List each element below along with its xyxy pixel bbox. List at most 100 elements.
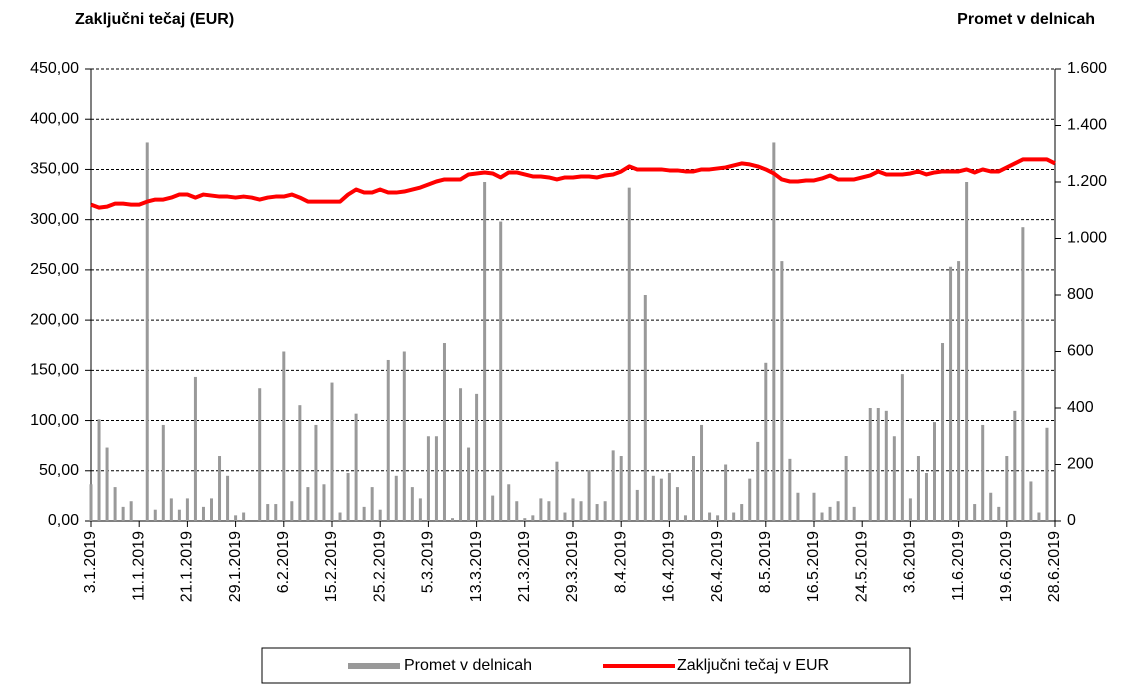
bar — [836, 501, 840, 521]
bar — [563, 512, 567, 521]
bar — [643, 295, 647, 521]
bar — [683, 515, 687, 521]
y2-tick-label: 0 — [1067, 512, 1076, 529]
bar — [121, 506, 125, 521]
bar — [290, 501, 294, 521]
bar — [499, 221, 503, 522]
bar — [700, 424, 704, 521]
bar — [410, 487, 414, 521]
bar — [210, 498, 213, 521]
y-axis-title: Zaključni tečaj (EUR) — [75, 11, 234, 28]
bar — [732, 512, 736, 521]
bar — [957, 261, 961, 521]
x-tick-label: 3.1.2019 — [82, 531, 99, 593]
y2-tick-label: 400 — [1067, 399, 1094, 416]
bar — [274, 504, 278, 521]
bar — [1045, 427, 1049, 521]
bar — [370, 487, 374, 521]
bar — [844, 456, 848, 521]
bar — [884, 410, 888, 521]
y2-tick-label: 1.000 — [1067, 230, 1107, 247]
bar — [338, 512, 342, 521]
y2-tick-label: 800 — [1067, 286, 1094, 303]
bar — [306, 487, 310, 521]
bar — [635, 489, 639, 521]
bar — [828, 506, 832, 521]
bar — [916, 456, 920, 521]
bar — [507, 484, 511, 521]
bar — [258, 388, 262, 521]
bar — [868, 408, 872, 521]
x-tick-label: 13.3.2019 — [468, 531, 485, 602]
bar — [949, 266, 953, 521]
bar — [145, 142, 149, 521]
bar — [201, 506, 205, 521]
bar — [218, 456, 222, 521]
bar — [97, 419, 101, 521]
x-tick-label: 21.3.2019 — [516, 531, 533, 602]
bar — [900, 374, 904, 521]
bar — [193, 376, 197, 521]
bar — [933, 422, 936, 521]
bar — [740, 504, 744, 521]
bar — [908, 498, 912, 521]
bar — [434, 436, 438, 521]
bar — [667, 472, 671, 521]
bar — [981, 424, 985, 521]
bar — [298, 405, 302, 521]
y-tick-label: 450,00 — [30, 60, 79, 77]
bar — [1013, 410, 1017, 521]
y-tick-label: 300,00 — [30, 211, 79, 228]
bar — [515, 501, 519, 521]
bar — [234, 515, 238, 521]
bar — [1037, 512, 1041, 521]
bar — [89, 484, 93, 521]
bar — [129, 501, 133, 521]
x-tick-label: 28.6.2019 — [1046, 531, 1063, 602]
bar — [394, 475, 398, 521]
y2-tick-label: 1.200 — [1067, 173, 1107, 190]
bar — [185, 498, 189, 521]
bar — [876, 408, 880, 521]
bar — [788, 458, 792, 521]
legend-swatch — [348, 663, 400, 669]
line — [90, 157, 1056, 210]
bar — [531, 515, 535, 521]
bar — [692, 456, 695, 521]
bar — [603, 501, 607, 521]
x-tick-label: 8.5.2019 — [757, 531, 774, 593]
y2-tick-label: 200 — [1067, 456, 1094, 473]
bar — [483, 182, 487, 521]
y-tick-label: 250,00 — [30, 261, 79, 278]
bar — [539, 498, 543, 521]
x-tick-label: 19.6.2019 — [998, 531, 1015, 602]
bar — [924, 472, 928, 521]
x-tick-label: 25.2.2019 — [371, 531, 388, 602]
x-tick-label: 11.6.2019 — [950, 531, 967, 601]
bar — [651, 475, 655, 521]
bar — [161, 424, 165, 521]
y-tick-label: 50,00 — [39, 462, 79, 479]
bar — [226, 475, 230, 521]
bar — [266, 504, 270, 521]
bar — [820, 512, 824, 521]
bar — [1021, 227, 1025, 521]
bar — [571, 498, 575, 521]
y2-axis-title: Promet v delnicah — [957, 11, 1095, 28]
bar — [459, 388, 463, 521]
bar — [426, 436, 430, 521]
bar — [402, 351, 406, 521]
bar — [659, 478, 663, 521]
bar — [362, 506, 366, 521]
legend-label: Promet v delnicah — [404, 657, 532, 674]
y2-tick-label: 1.400 — [1067, 117, 1107, 134]
bar — [780, 261, 784, 521]
bar — [892, 436, 896, 521]
bar — [1005, 456, 1009, 521]
bar — [442, 343, 446, 521]
bar — [418, 498, 422, 521]
x-tick-label: 21.1.2019 — [179, 531, 196, 602]
bar — [748, 478, 752, 521]
x-tick-label: 29.1.2019 — [227, 531, 244, 602]
